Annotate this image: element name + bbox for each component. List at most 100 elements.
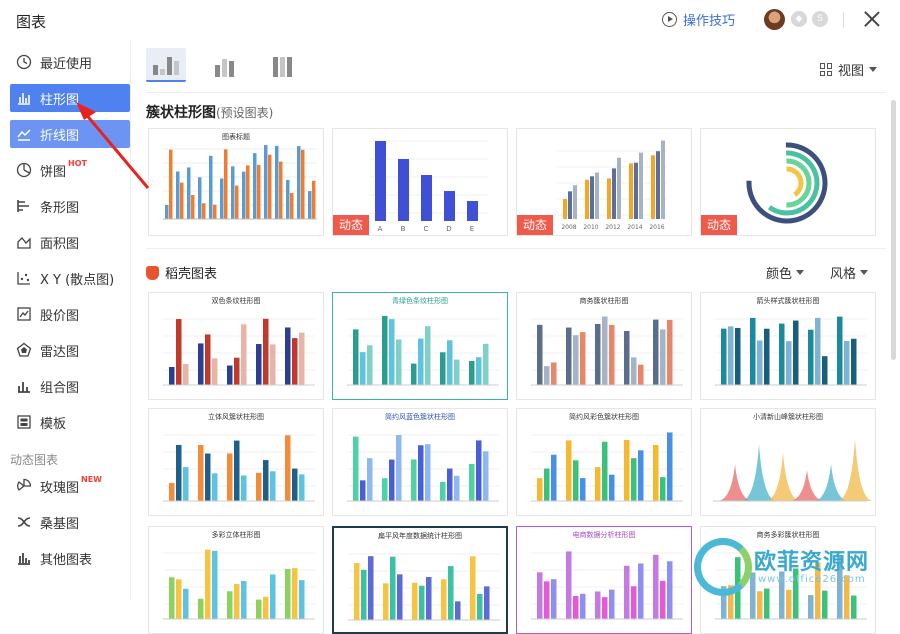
close-icon[interactable] — [862, 9, 882, 29]
thumb-peak — [789, 469, 825, 501]
thumb-axis-label: E — [470, 225, 474, 233]
sidebar-item-other[interactable]: 其他图表 — [10, 544, 130, 572]
sidebar-item-pie[interactable]: 饼图 HOT — [10, 156, 130, 184]
template-card[interactable]: 简约风蓝色簇状柱形图 — [332, 408, 508, 516]
thumb-bar — [299, 474, 305, 501]
avatar[interactable] — [764, 9, 785, 30]
template-card[interactable]: 青绿色条纹柱形图 — [332, 292, 508, 400]
card-title: 箭头样式簇状柱形图 — [756, 297, 820, 305]
chevron-down-icon — [869, 67, 878, 72]
view-dropdown[interactable]: 视图 — [820, 60, 878, 79]
thumb-peak — [741, 444, 777, 501]
main-panel: 视图 簇状柱形图(预设图表) 图表标题 A B C D E 动态 2008 2010 201… — [132, 40, 900, 634]
sidebar-item-combo[interactable]: 组合图 — [10, 372, 130, 400]
sidebar-item-sankey[interactable]: 桑基图 — [10, 508, 130, 536]
thumb-bar — [383, 583, 389, 620]
thumb-bar — [234, 583, 240, 619]
preset-card-default[interactable]: 图表标题 — [148, 128, 324, 236]
thumb-bar — [667, 319, 673, 385]
sidebar-item-column[interactable]: 柱形图 — [10, 84, 130, 112]
thumb-bar — [205, 453, 211, 501]
tab-percent-column[interactable] — [262, 48, 302, 82]
thumb-bar — [176, 579, 182, 619]
sidebar-item-recent[interactable]: 最近使用 — [10, 48, 130, 76]
tab-stacked-column[interactable] — [204, 48, 244, 82]
template-thumb — [715, 316, 867, 386]
template-thumb — [163, 318, 315, 386]
daoke-logo-icon — [146, 265, 159, 280]
card-title: 商务多彩簇状柱形图 — [756, 531, 820, 539]
preset-card-dynamic-1[interactable]: A B C D E 动态 — [332, 128, 508, 236]
coin-badge-icon[interactable]: S — [812, 11, 828, 27]
rose-chart-icon — [16, 478, 32, 494]
sidebar-item-line[interactable]: 折线图 — [10, 120, 130, 148]
thumb-bar — [353, 436, 359, 501]
preset-card-dynamic-2[interactable]: 2008 2010 2012 2014 2016 动态 — [516, 128, 692, 236]
thumb-peak — [837, 438, 873, 501]
thumb-bar — [279, 161, 283, 219]
thumb-bar — [231, 166, 235, 219]
thumb-bar — [397, 574, 403, 620]
template-card[interactable]: 简约风彩色簇状柱形图 — [516, 408, 692, 516]
tips-label: 操作技巧 — [683, 14, 736, 29]
template-card[interactable]: 小清新山峰簇状柱形图 — [700, 408, 876, 516]
preset-card-dynamic-3[interactable]: 动态 — [700, 128, 876, 236]
thumb-bar — [448, 566, 454, 620]
template-card[interactable]: 扁平风年度数据统计柱形图 — [332, 526, 508, 634]
thumb-bar — [444, 191, 455, 221]
thumb-bar — [585, 179, 589, 219]
sidebar-item-label: 其他图表 — [40, 552, 93, 568]
template-thumb — [531, 551, 683, 620]
style-filter-dropdown[interactable]: 风格 — [830, 263, 869, 282]
template-card[interactable]: 双色条纹柱形图 — [148, 292, 324, 400]
thumb-bar — [544, 366, 550, 385]
thumb-bar — [224, 149, 228, 219]
thumb-bar — [624, 330, 630, 385]
chart-subtype-tabs — [146, 48, 302, 82]
sidebar-item-template[interactable]: 模板 — [10, 408, 130, 436]
thumb-bar — [477, 593, 483, 620]
color-filter-dropdown[interactable]: 颜色 — [766, 263, 805, 282]
sidebar-item-rose[interactable]: 玫瑰图 NEW — [10, 472, 130, 500]
template-card[interactable]: 多彩立体柱形图 — [148, 526, 324, 634]
thumb-bar — [638, 563, 644, 619]
template-card[interactable]: 箭头样式簇状柱形图 — [700, 292, 876, 400]
thumb-bar — [837, 556, 843, 619]
template-card[interactable]: 商务簇状柱形图 — [516, 292, 692, 400]
dynamic-badge: 动态 — [701, 215, 737, 235]
thumb-bar — [382, 478, 388, 501]
thumb-bar — [629, 163, 633, 219]
thumb-bar — [667, 561, 673, 619]
thumb-bar — [389, 459, 395, 501]
combo-chart-icon — [16, 378, 32, 394]
thumb-bar — [728, 326, 734, 385]
sidebar: 最近使用 柱形图 折线图 饼图 HOT 条形图 面积图 X Y (散点图) 股价… — [0, 40, 131, 600]
tips-link[interactable]: 操作技巧 — [662, 10, 735, 29]
sidebar-item-label: 雷达图 — [40, 344, 80, 360]
thumb-bar — [483, 343, 489, 385]
thumb-bar — [667, 432, 673, 501]
thumb-bar — [398, 159, 409, 221]
thumb-axis-label: 2016 — [649, 224, 664, 231]
thumb-bar — [205, 334, 211, 385]
thumb-bar — [205, 549, 211, 619]
thumb-bar — [573, 460, 579, 501]
sidebar-item-scatter[interactable]: X Y (散点图) — [10, 264, 130, 292]
divider — [843, 12, 844, 28]
thumb-bar — [209, 155, 213, 219]
scrollbar[interactable] — [891, 100, 896, 360]
sidebar-item-bar[interactable]: 条形图 — [10, 192, 130, 220]
template-thumb — [163, 549, 315, 620]
template-card[interactable]: 电商数据分析柱形图 — [516, 526, 692, 634]
sidebar-item-area[interactable]: 面积图 — [10, 228, 130, 256]
sidebar-item-stock[interactable]: 股价图 — [10, 300, 130, 328]
dynamic-ring-thumb — [746, 142, 828, 224]
divider — [146, 92, 886, 93]
thumb-bar — [312, 180, 316, 219]
template-card[interactable]: 立体风簇状柱形图 — [148, 408, 324, 516]
thumb-peak — [765, 452, 801, 501]
tab-clustered-column[interactable] — [146, 48, 186, 82]
sidebar-item-radar[interactable]: 雷达图 — [10, 336, 130, 364]
member-badge-icon[interactable]: ◆ — [791, 11, 807, 27]
hot-badge: HOT — [68, 158, 87, 168]
